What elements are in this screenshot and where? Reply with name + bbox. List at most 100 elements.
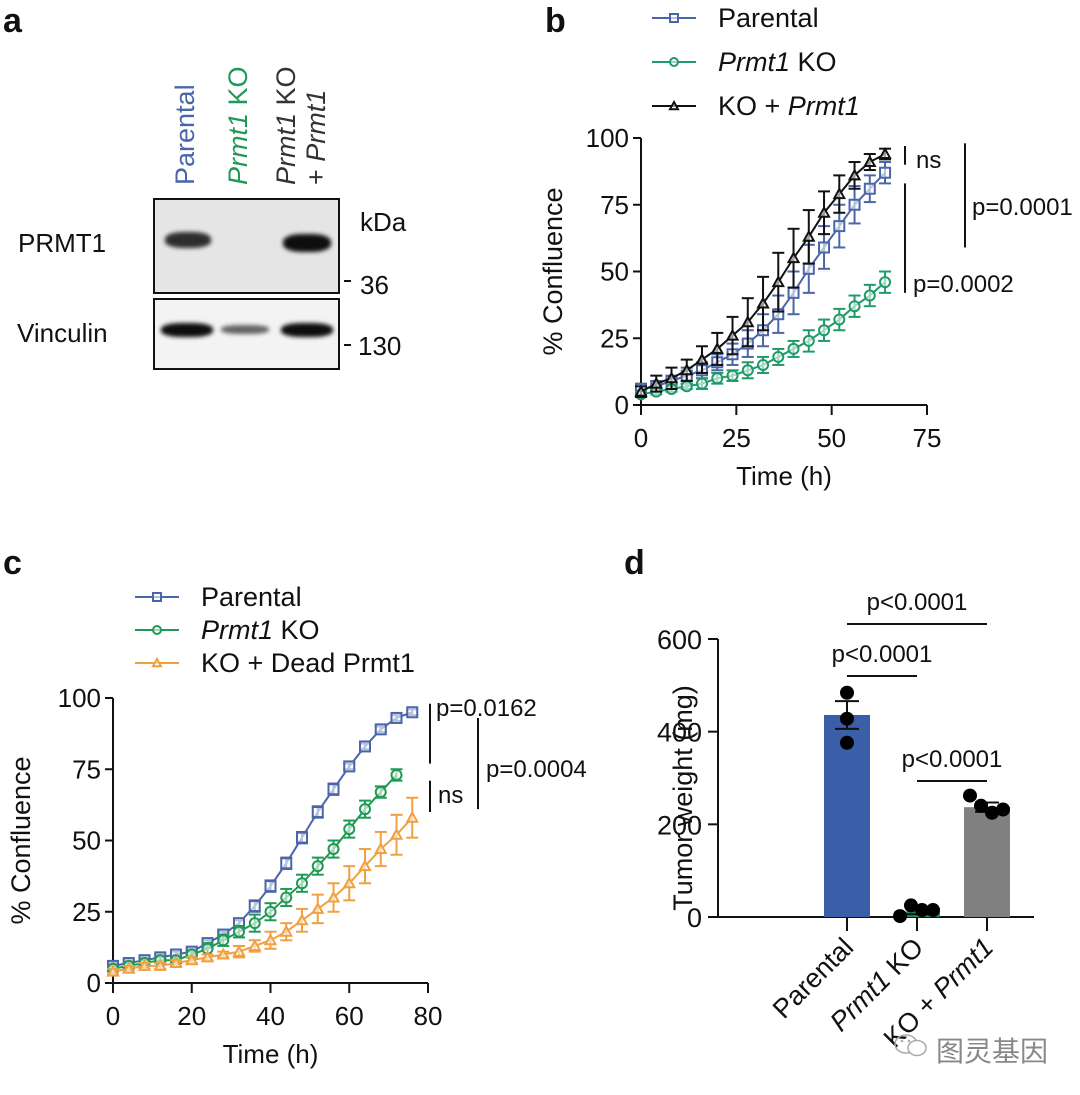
data-point <box>695 352 709 365</box>
y-axis-label: % Confluence <box>6 756 36 924</box>
data-point <box>741 315 755 328</box>
data-point <box>787 342 800 355</box>
y-tick-label: 600 <box>657 625 702 655</box>
band-prmt1-parental <box>165 232 211 248</box>
x-tick-label: 0 <box>634 423 648 453</box>
bar-ko-prmt1 <box>964 807 1010 917</box>
legend-label: Prmt1 KO <box>201 615 320 645</box>
data-point <box>725 328 740 341</box>
marker-tick-130 <box>344 344 351 346</box>
data-point <box>904 898 918 913</box>
y-tick-label: 0 <box>87 968 101 998</box>
legend-marker <box>152 592 162 602</box>
data-point <box>374 786 387 799</box>
y-tick-label: 50 <box>72 826 101 856</box>
legend-marker <box>669 57 679 67</box>
y-tick-label: 0 <box>615 390 629 420</box>
data-point <box>772 350 785 363</box>
data-point <box>280 891 293 904</box>
row-label-prmt1: PRMT1 <box>18 228 107 258</box>
data-point <box>248 900 261 913</box>
data-point <box>296 877 308 890</box>
data-point <box>358 859 372 872</box>
data-point <box>680 363 694 376</box>
data-point <box>405 810 419 823</box>
data-point <box>264 905 277 918</box>
y-axis-label: % Confluence <box>538 187 568 355</box>
data-point <box>963 788 977 803</box>
legend-label: KO + Prmt1 <box>718 91 860 121</box>
data-point <box>311 806 324 818</box>
data-point <box>342 876 356 889</box>
blot-vinculin <box>153 298 340 370</box>
data-point <box>106 964 120 977</box>
significance-label: p<0.0001 <box>832 641 933 668</box>
data-point <box>915 903 929 918</box>
data-point <box>153 958 167 971</box>
data-point <box>802 334 815 347</box>
chart-b-confluence: 0 25 50 75 100 0 25 50 75 Time (h) % Confluence Par… <box>538 3 1073 491</box>
data-point <box>122 961 136 974</box>
data-point <box>818 241 831 254</box>
band-vinculin-ko <box>221 325 269 334</box>
data-point <box>311 901 325 914</box>
data-point <box>840 735 854 750</box>
x-tick-label: 0 <box>106 1001 120 1031</box>
row-label-vinculin: Vinculin <box>17 318 108 348</box>
watermark-text: 图灵基因 <box>936 1036 1049 1067</box>
x-tick-label: 25 <box>722 423 751 453</box>
x-tick-label: 80 <box>414 1001 443 1031</box>
data-point <box>802 229 816 242</box>
significance-label: ns <box>916 147 941 174</box>
data-point <box>741 364 754 377</box>
x-axis-label: Time (h) <box>736 461 832 491</box>
data-point <box>169 955 183 969</box>
y-tick-label: 50 <box>600 257 629 287</box>
x-tick-label: 75 <box>913 423 942 453</box>
data-point <box>996 802 1010 817</box>
data-point <box>893 909 907 924</box>
y-tick-label: 25 <box>72 897 101 927</box>
y-axis-label: Tumor weight (mg) <box>668 685 698 911</box>
y-tick-label: 200 <box>657 810 702 840</box>
legend-label: Parental <box>201 582 302 612</box>
data-point <box>863 289 876 302</box>
data-point <box>840 685 854 700</box>
legend-marker <box>669 13 679 23</box>
y-tick-label: 400 <box>657 718 702 748</box>
legend-label: KO + Dead Prmt1 <box>201 648 415 678</box>
data-point <box>389 827 404 840</box>
data-point <box>343 823 356 836</box>
marker-tick-36 <box>344 280 351 282</box>
data-point <box>343 760 356 773</box>
data-point <box>279 924 293 937</box>
panel-letter-a: a <box>3 2 22 40</box>
x-tick-label: 60 <box>335 1001 364 1031</box>
data-point <box>200 950 215 963</box>
band-prmt1-rescue <box>283 234 331 252</box>
data-point <box>833 313 846 326</box>
data-point <box>390 711 403 724</box>
wechat-icon <box>893 1030 929 1060</box>
data-point <box>248 938 262 951</box>
marker-36: 36 <box>360 270 389 300</box>
data-point <box>296 831 308 844</box>
data-point <box>771 275 785 288</box>
data-point <box>879 276 892 289</box>
data-point <box>863 182 876 195</box>
panel-letter-b: b <box>545 2 566 40</box>
data-point <box>710 341 724 354</box>
data-point <box>327 843 340 856</box>
data-point <box>264 880 277 893</box>
significance-label: p=0.0002 <box>913 271 1014 298</box>
y-tick-label: 25 <box>600 323 629 353</box>
data-point <box>926 903 940 918</box>
data-point <box>634 384 648 397</box>
significance-label: p<0.0001 <box>867 589 968 616</box>
band-vinculin-rescue <box>281 323 333 337</box>
chart-c-confluence: 0 25 50 75 100 0 20 40 60 80 Time (h) % Confluence P… <box>6 582 587 1069</box>
data-point <box>832 187 846 200</box>
legend-marker <box>151 656 163 668</box>
data-point <box>327 783 340 796</box>
